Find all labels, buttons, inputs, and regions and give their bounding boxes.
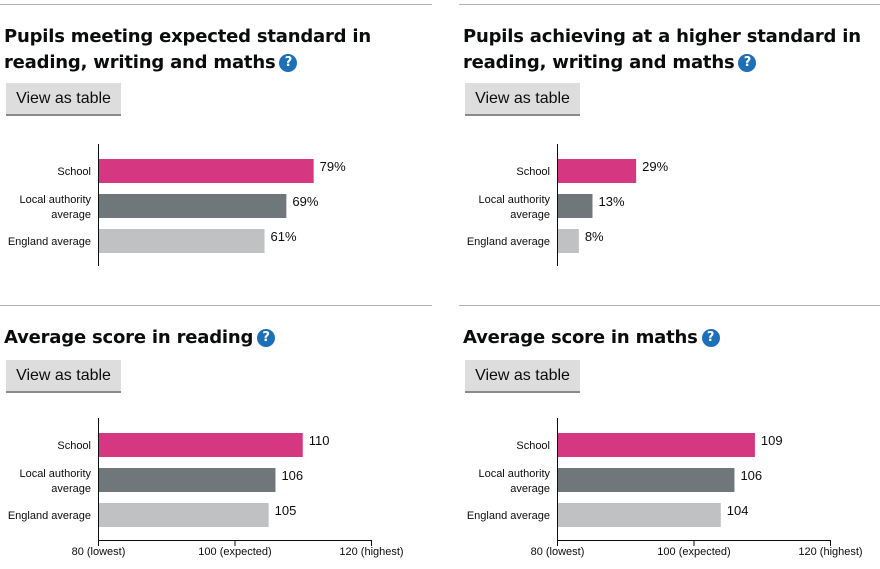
x-tick-label: 100 (expected) bbox=[198, 546, 271, 558]
value-label: 110 bbox=[309, 433, 330, 448]
bar bbox=[98, 194, 287, 218]
category-label: School bbox=[57, 166, 91, 178]
bar bbox=[557, 194, 593, 218]
bar-chart: School 29% Local authority average 13% Englan… bbox=[467, 144, 669, 266]
value-label: 106 bbox=[740, 468, 762, 483]
section-divider bbox=[459, 305, 880, 306]
value-label: 61% bbox=[271, 229, 297, 244]
value-label: 8% bbox=[585, 229, 604, 244]
question-mark-circle-icon[interactable]: ? bbox=[279, 54, 298, 72]
bar bbox=[557, 229, 579, 253]
panel-title: Average score in reading? bbox=[4, 325, 419, 351]
bar bbox=[557, 468, 735, 492]
category-label: average bbox=[510, 209, 550, 221]
value-label: 106 bbox=[281, 468, 303, 483]
bar bbox=[98, 503, 269, 527]
value-label: 104 bbox=[727, 503, 749, 518]
category-label: Local authority bbox=[19, 468, 91, 480]
x-tick-label: 80 (lowest) bbox=[72, 546, 126, 558]
category-label: School bbox=[57, 440, 91, 452]
panel-title: Pupils meeting expected standard in read… bbox=[4, 24, 419, 76]
question-mark-circle-icon[interactable]: ? bbox=[257, 329, 276, 347]
value-label: 109 bbox=[761, 433, 783, 448]
category-label: England average bbox=[467, 236, 550, 248]
question-mark-circle-icon[interactable]: ? bbox=[701, 329, 720, 347]
bar-chart: School 109 Local authority average 106 Englan… bbox=[467, 418, 863, 558]
x-tick-label: 120 (highest) bbox=[798, 546, 862, 558]
section-divider bbox=[0, 4, 432, 5]
panel-title-text: Pupils meeting expected standard in read… bbox=[4, 26, 371, 73]
section-divider bbox=[459, 4, 880, 5]
panel-title: Pupils achieving at a higher standard in… bbox=[463, 24, 878, 76]
panel-title-text: Average score in maths bbox=[463, 327, 698, 348]
category-label: Local authority bbox=[478, 194, 550, 206]
value-label: 69% bbox=[292, 194, 318, 209]
category-label: England average bbox=[8, 236, 91, 248]
bar bbox=[98, 229, 265, 253]
question-mark-circle-icon[interactable]: ? bbox=[738, 54, 757, 72]
bar bbox=[98, 159, 314, 183]
panel-title-text: Average score in reading bbox=[4, 327, 254, 348]
bar bbox=[557, 433, 755, 457]
category-label: average bbox=[510, 483, 550, 495]
category-label: School bbox=[516, 166, 550, 178]
bar-chart: School 79% Local authority average 69% Englan… bbox=[8, 144, 346, 266]
category-label: Local authority bbox=[19, 194, 91, 206]
category-label: England average bbox=[8, 510, 91, 522]
view-as-table-button[interactable]: View as table bbox=[6, 360, 121, 393]
category-label: average bbox=[51, 209, 91, 221]
panel-title: Average score in maths? bbox=[463, 325, 878, 351]
category-label: School bbox=[516, 440, 550, 452]
category-label: England average bbox=[467, 510, 550, 522]
view-as-table-button[interactable]: View as table bbox=[465, 83, 580, 116]
value-label: 29% bbox=[642, 159, 668, 174]
bar bbox=[98, 468, 276, 492]
view-as-table-button[interactable]: View as table bbox=[465, 360, 580, 393]
view-as-table-button[interactable]: View as table bbox=[6, 83, 121, 116]
value-label: 105 bbox=[275, 503, 297, 518]
x-tick-label: 120 (highest) bbox=[339, 546, 403, 558]
bar bbox=[98, 433, 303, 457]
x-tick-label: 80 (lowest) bbox=[531, 546, 585, 558]
x-tick-label: 100 (expected) bbox=[657, 546, 730, 558]
section-divider bbox=[0, 305, 432, 306]
panel-title-text: Pupils achieving at a higher standard in… bbox=[463, 26, 861, 73]
bar bbox=[557, 503, 721, 527]
value-label: 13% bbox=[598, 194, 624, 209]
value-label: 79% bbox=[320, 159, 346, 174]
bar-chart: School 110 Local authority average 106 Englan… bbox=[8, 418, 404, 558]
category-label: average bbox=[51, 483, 91, 495]
bar bbox=[557, 159, 637, 183]
category-label: Local authority bbox=[478, 468, 550, 480]
